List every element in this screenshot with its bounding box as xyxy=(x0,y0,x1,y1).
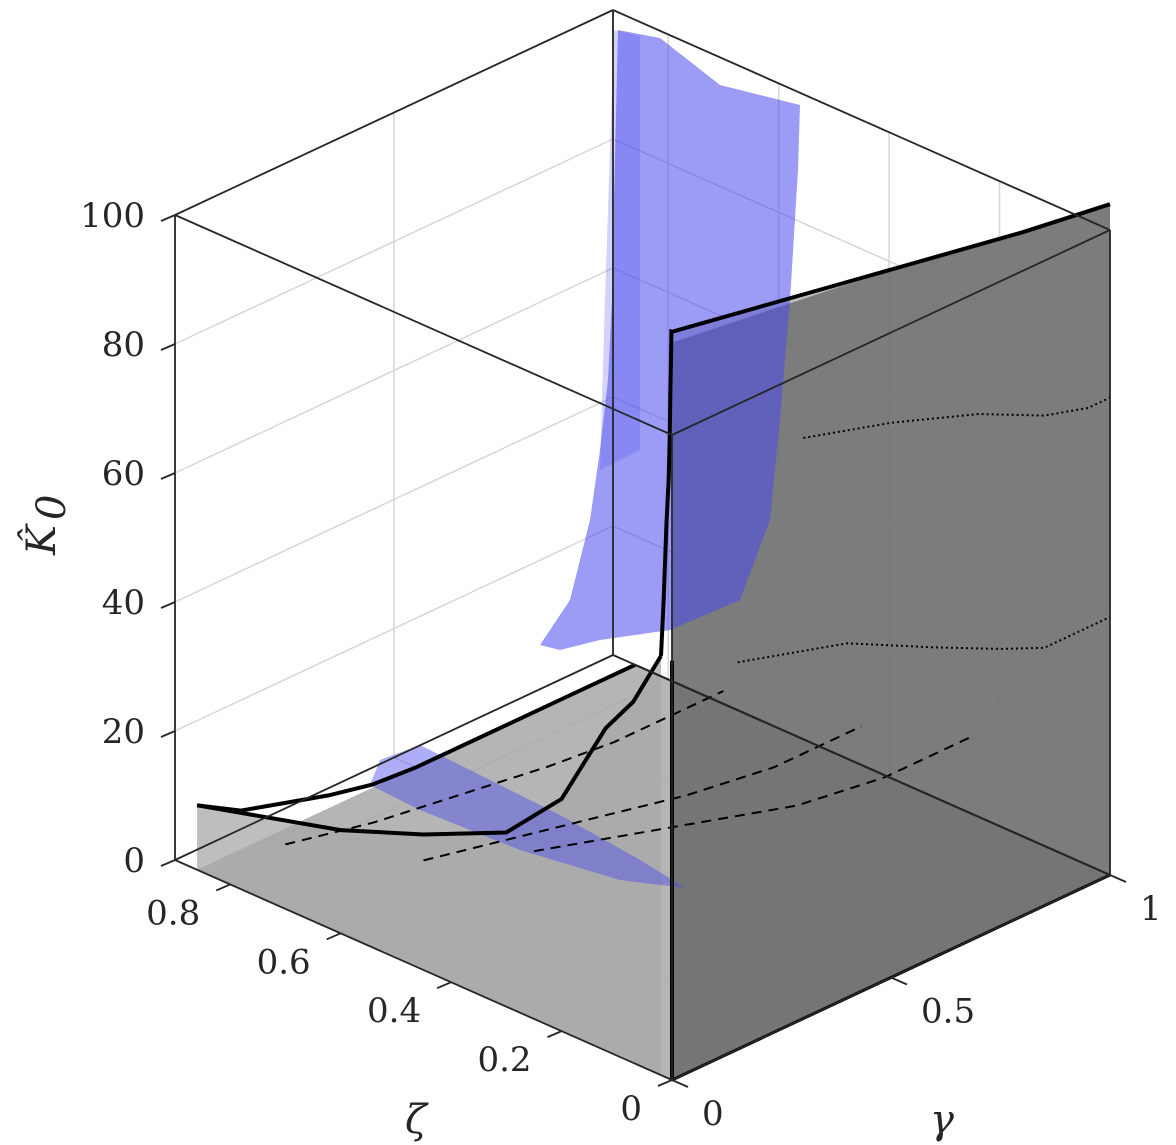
y-tick-2 xyxy=(436,981,452,990)
grid-backwall-k-2 xyxy=(174,396,614,603)
blue-region-light xyxy=(600,30,640,470)
series-contour-6 xyxy=(737,616,1111,664)
box-edge-1 xyxy=(174,859,673,1081)
blue-region-floor xyxy=(370,745,686,888)
x-tick-label-2: 1 xyxy=(1140,889,1162,929)
tick-marks xyxy=(160,214,1127,1088)
z-tick-label-2: 40 xyxy=(102,583,145,623)
grid-backwall-k-3 xyxy=(174,267,614,474)
z-axis-label-sub: 0 xyxy=(29,495,75,520)
surface-regions xyxy=(197,30,1111,1080)
y-tick-1 xyxy=(547,1030,562,1038)
box-edge-0 xyxy=(174,654,614,861)
y-tick-0 xyxy=(657,1079,673,1087)
x-tick-label-0: 0 xyxy=(702,1094,724,1134)
x-axis-label: γ xyxy=(930,1097,954,1143)
z-tick-2 xyxy=(160,601,176,609)
y-tick-label-1: 0.2 xyxy=(477,1040,531,1080)
z-tick-3 xyxy=(160,472,176,480)
series-contour-4 xyxy=(423,725,862,862)
series-boundary-1 xyxy=(196,654,663,837)
y-axis-label: ζ xyxy=(405,1097,429,1143)
y-tick-label-3: 0.6 xyxy=(257,942,311,982)
x-tick-2 xyxy=(1109,874,1127,883)
grid-backwall-k-4 xyxy=(174,138,614,345)
box-edge-9 xyxy=(174,214,673,436)
y-tick-3 xyxy=(326,932,342,941)
box-edge-10 xyxy=(671,229,1111,436)
y-tick-label-4: 0.8 xyxy=(146,893,200,933)
z-tick-label-3: 60 xyxy=(102,454,145,494)
grid-backwall-k-1 xyxy=(174,525,614,732)
series-boundary-2 xyxy=(659,202,1111,656)
series-contour-7 xyxy=(803,396,1111,439)
x-tick-1 xyxy=(890,976,908,986)
z-axis-label: K̂ 0 xyxy=(19,495,75,556)
series-contour-3 xyxy=(285,690,724,846)
y-tick-4 xyxy=(215,883,231,892)
box-edge-3 xyxy=(612,654,1111,876)
z-tick-label-4: 80 xyxy=(102,325,145,365)
z-tick-label-0: 0 xyxy=(123,841,145,881)
y-tick-label-0: 0 xyxy=(620,1089,642,1129)
box-edge-7 xyxy=(174,9,614,216)
x-tick-0 xyxy=(671,1079,689,1088)
z-tick-label-5: 100 xyxy=(80,196,145,236)
z-tick-4 xyxy=(160,343,176,351)
series-boundary-0 xyxy=(196,662,636,813)
series-contour-5 xyxy=(533,735,973,853)
gray-wall-region xyxy=(672,204,1110,1080)
axes-box xyxy=(174,9,1111,1081)
y-tick-label-2: 0.4 xyxy=(367,991,421,1031)
box-edge-8 xyxy=(612,9,1111,231)
z-tick-0 xyxy=(160,859,176,867)
z-tick-label-1: 20 xyxy=(102,712,145,752)
z-tick-1 xyxy=(160,730,176,738)
gray-curved-sheet xyxy=(197,655,661,1076)
x-tick-label-1: 0.5 xyxy=(921,992,975,1032)
z-axis-label-main: K̂ xyxy=(19,523,65,556)
z-tick-5 xyxy=(160,214,176,222)
